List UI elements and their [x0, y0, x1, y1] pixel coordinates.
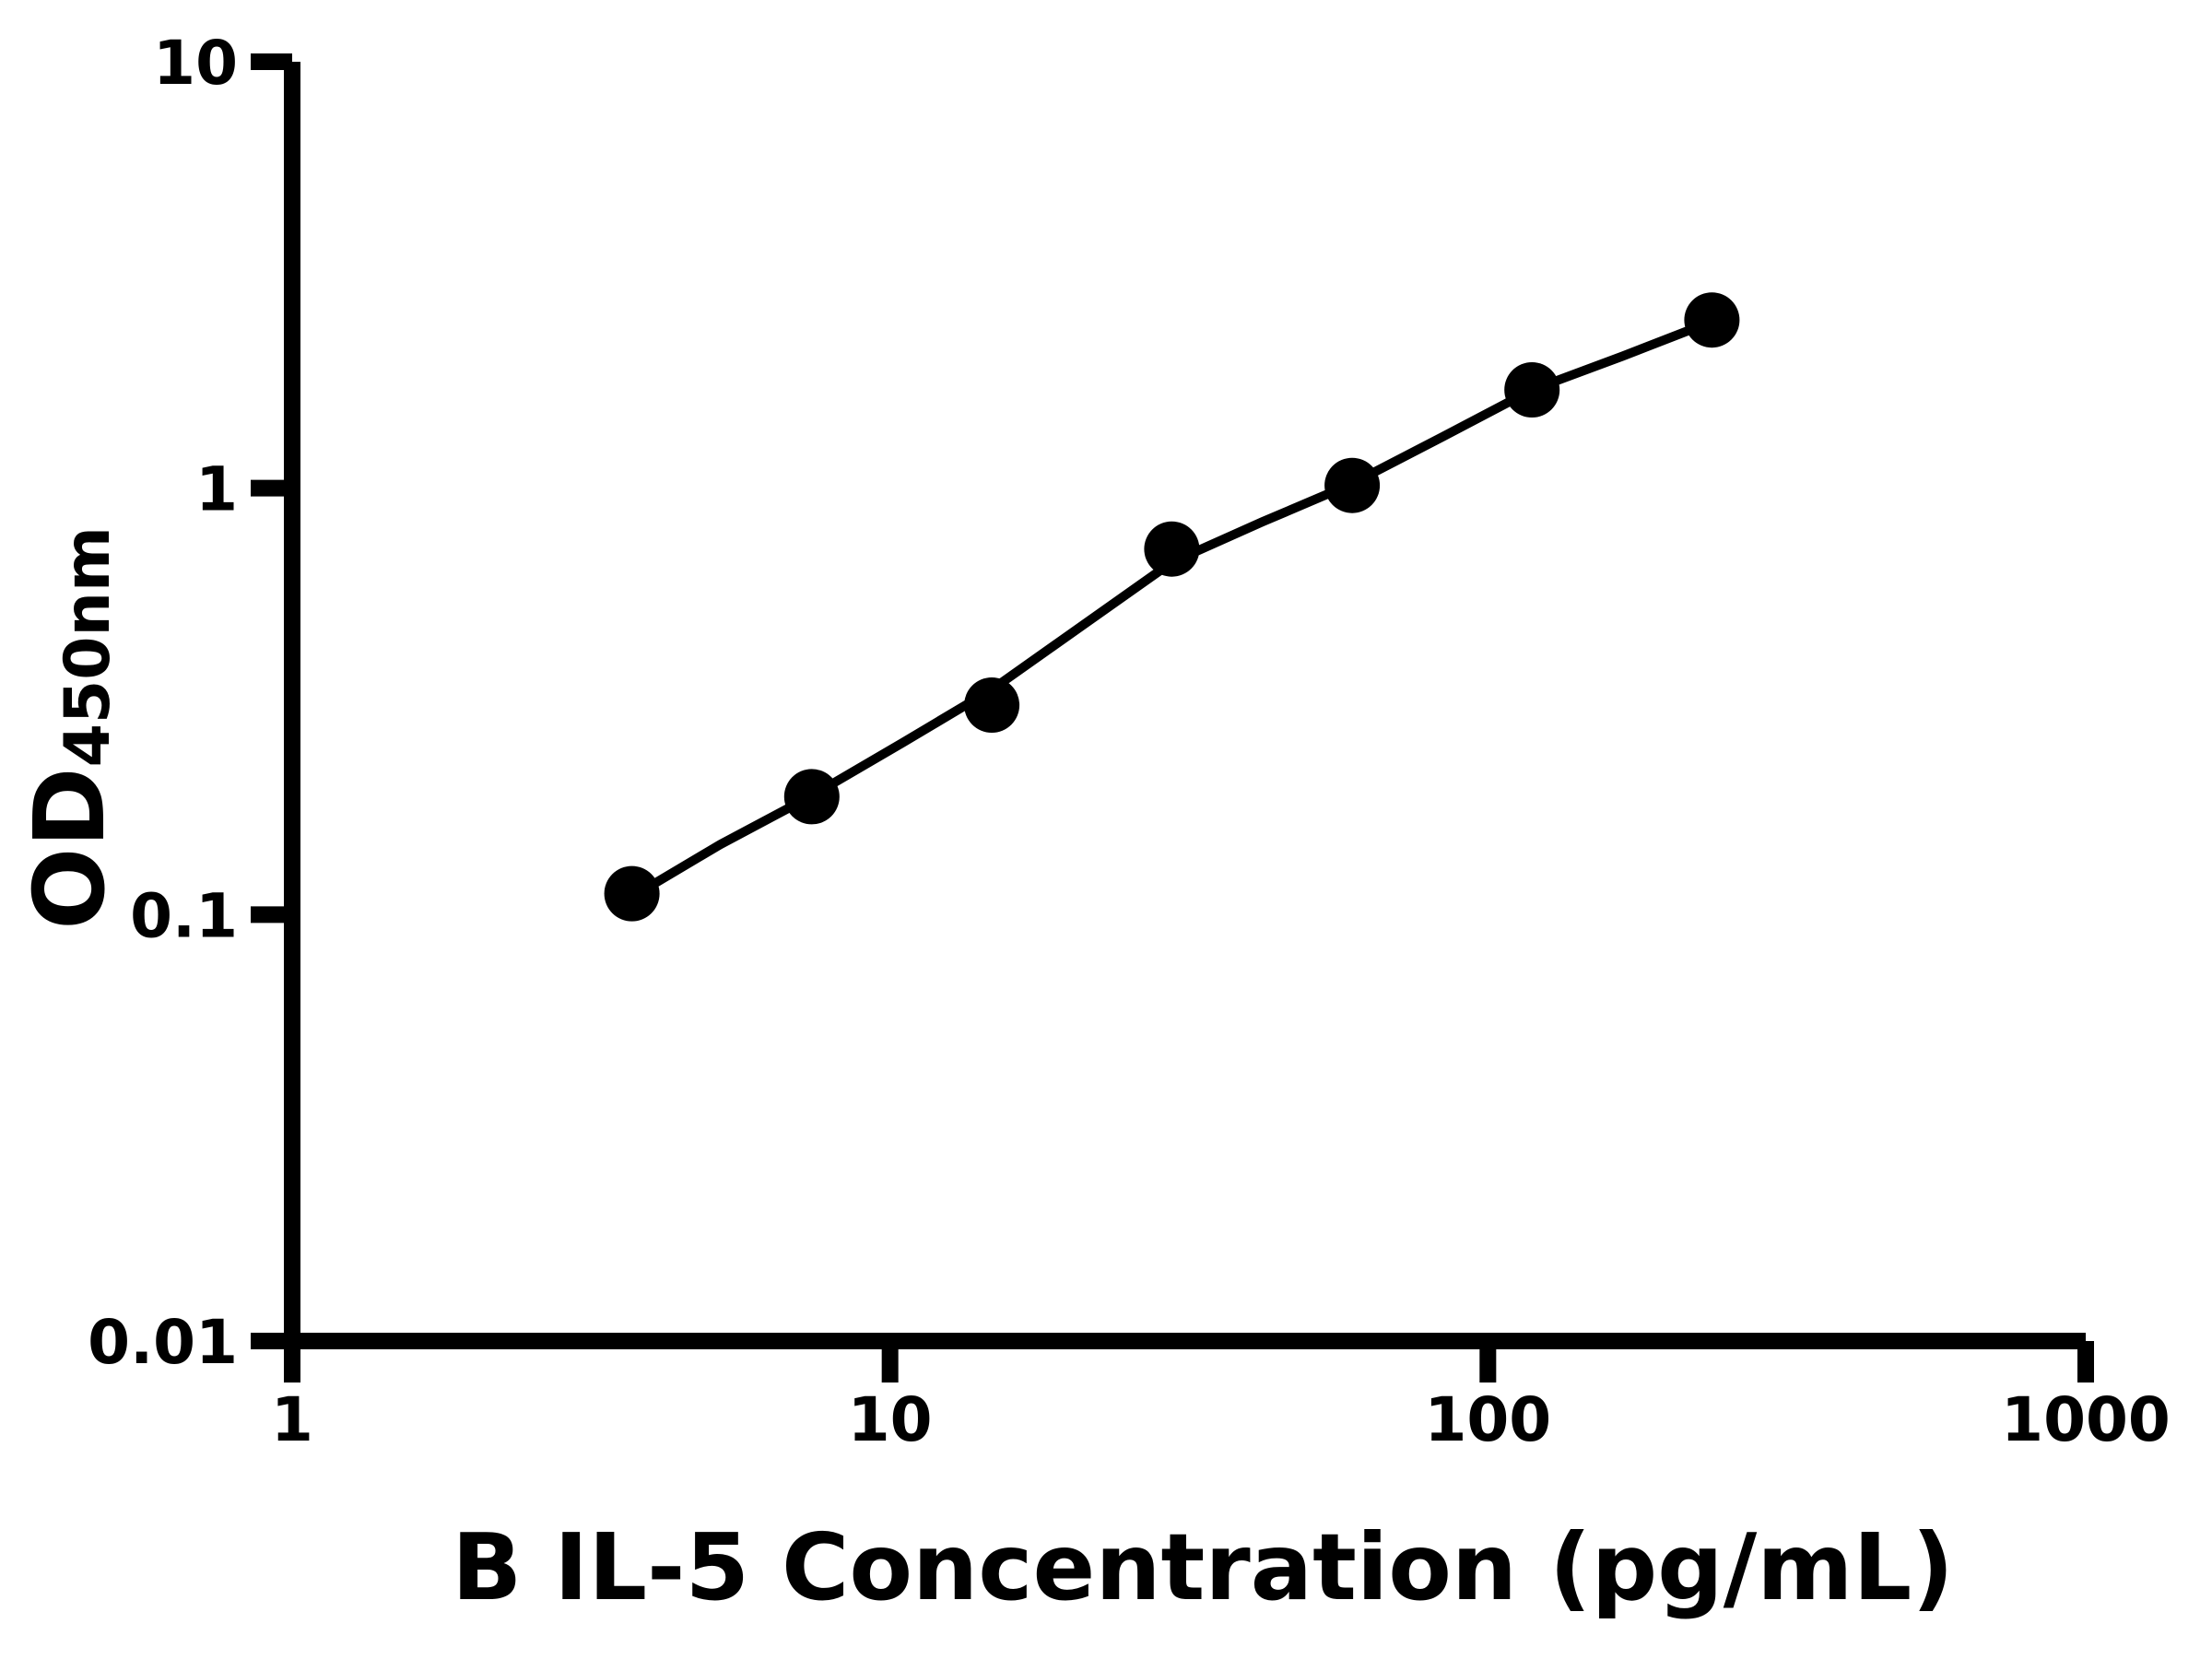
- y-tick-label: 10: [153, 28, 238, 99]
- data-point: [1504, 362, 1560, 418]
- data-point: [604, 865, 660, 922]
- x-axis-tick-labels: 1 10 100 1000: [271, 1384, 2171, 1455]
- y-axis-title-main: OD: [14, 767, 126, 929]
- x-tick-label: 1: [271, 1384, 313, 1455]
- y-tick-label: 0.01: [88, 1307, 238, 1378]
- data-point: [1684, 292, 1740, 348]
- x-tick-label: 10: [848, 1384, 933, 1455]
- y-axis-title-sub: 450nm: [52, 526, 124, 767]
- data-point: [964, 677, 1020, 733]
- data-point: [1144, 521, 1200, 577]
- data-point: [783, 769, 840, 825]
- x-tick-label: 1000: [2001, 1384, 2171, 1455]
- axis-frame: [284, 62, 2086, 1349]
- x-tick-label: 100: [1424, 1384, 1551, 1455]
- y-tick-label: 1: [195, 454, 238, 525]
- y-axis-title: OD450nm: [14, 526, 126, 930]
- data-point: [1324, 457, 1381, 513]
- data-points: [604, 292, 1740, 922]
- y-axis-tick-labels: 0.01 0.1 1 10: [88, 28, 238, 1378]
- x-axis-ticks: [284, 1341, 2094, 1382]
- x-axis-title: B IL-5 Concentration (pg/mL): [452, 1513, 1954, 1621]
- y-tick-label: 0.1: [130, 880, 238, 951]
